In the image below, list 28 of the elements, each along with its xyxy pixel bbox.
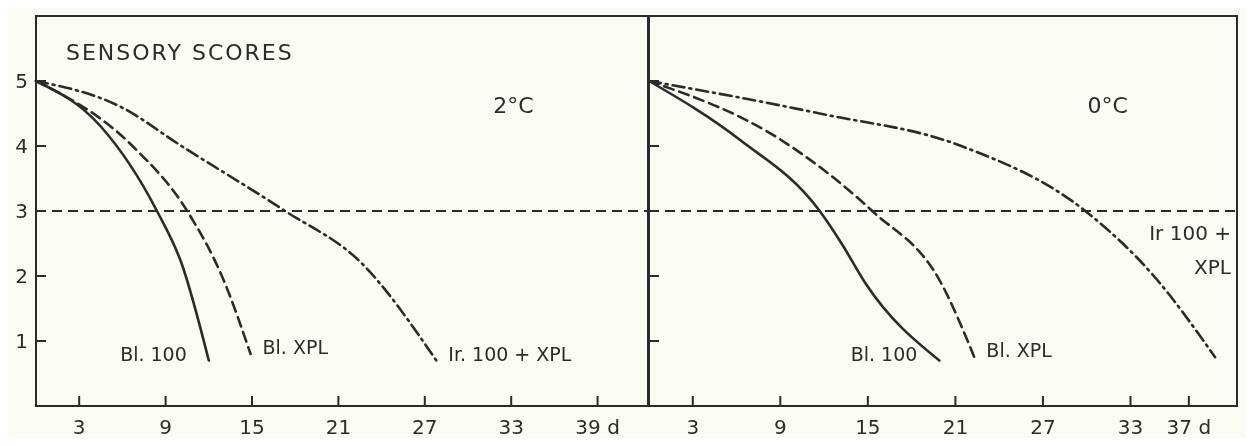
y-tick-label: 3 <box>15 199 28 223</box>
x-tick-label: 27 <box>412 415 438 439</box>
x-tick-label: 33 <box>498 415 524 439</box>
text: 2°C <box>493 93 534 118</box>
series-label: Bl. 100 <box>850 342 918 365</box>
text: 0°C <box>1087 93 1128 118</box>
x-tick-label: 15 <box>855 415 881 439</box>
series-label: Ir 100 + XPL <box>1149 221 1232 280</box>
x-tick-label: 3 <box>72 415 86 439</box>
series-label: Bl. 100 <box>120 342 187 365</box>
y-tick-label: 5 <box>15 69 28 93</box>
y-tick-label: 1 <box>15 329 28 353</box>
x-tick-label: 21 <box>942 415 969 439</box>
series-label: Bl. XPL <box>262 336 329 358</box>
x-tick-label: 39 d <box>575 415 620 439</box>
text: SENSORY SCORES <box>66 40 294 65</box>
x-tick-label: 27 <box>1030 415 1056 439</box>
x-tick-label: 9 <box>773 415 787 439</box>
y-tick-label: 2 <box>15 264 28 288</box>
x-tick-label: 3 <box>686 415 700 439</box>
x-tick-label: 9 <box>159 415 172 439</box>
x-tick-label: 15 <box>239 415 265 439</box>
series-label: Bl. XPL <box>986 339 1053 362</box>
x-tick-label: 33 <box>1117 415 1144 439</box>
x-tick-label: 37 d <box>1166 415 1212 439</box>
y-tick-label: 4 <box>15 134 28 158</box>
series-label: Ir. 100 + XPL <box>448 342 572 365</box>
x-tick-label: 21 <box>325 415 352 439</box>
